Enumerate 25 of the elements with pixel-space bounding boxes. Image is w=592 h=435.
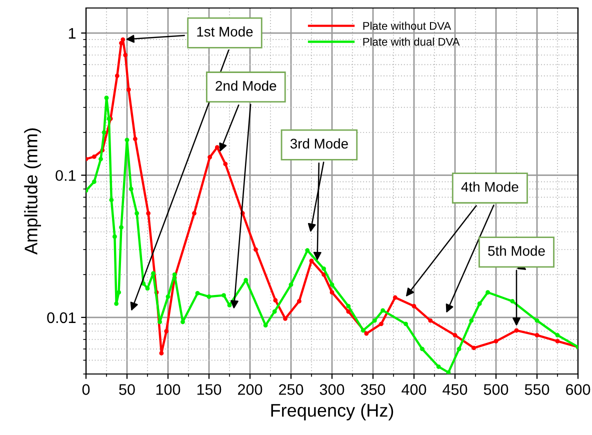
x-axis-title: Frequency (Hz) <box>271 404 394 420</box>
x-tick-label: 500 <box>484 384 508 395</box>
x-tick-label: 400 <box>402 384 426 395</box>
x-tick-label: 450 <box>442 384 468 395</box>
annotation: 1st Mode <box>197 26 253 37</box>
x-tick-label: 250 <box>279 384 304 395</box>
x-tick-label: 0 <box>82 384 90 395</box>
x-tick-label: 200 <box>238 384 262 395</box>
x-tick-label: 600 <box>566 384 590 395</box>
x-tick-label: 300 <box>320 384 344 395</box>
y-tick-label: 1 <box>68 28 76 39</box>
legend-label: Plate without DVA <box>363 22 452 30</box>
annotation: 3rd Mode <box>290 138 348 149</box>
annotation: 5th Mode <box>488 246 545 256</box>
x-tick-label: 350 <box>360 384 386 395</box>
x-tick-label: 550 <box>524 384 550 395</box>
y-tick-label: 0.01 <box>47 312 76 324</box>
x-tick-label: 50 <box>119 384 135 395</box>
x-tick-label: 150 <box>197 384 222 395</box>
annotation: 4th Mode <box>461 182 518 192</box>
legend-label: Plate with dual DVA <box>363 38 460 46</box>
x-tick-label: 100 <box>156 384 180 395</box>
annotation: 2nd Mode <box>216 80 276 91</box>
y-tick-label: 0.1 <box>56 170 76 181</box>
y-axis-title: Amplitude (mm) <box>24 128 41 255</box>
